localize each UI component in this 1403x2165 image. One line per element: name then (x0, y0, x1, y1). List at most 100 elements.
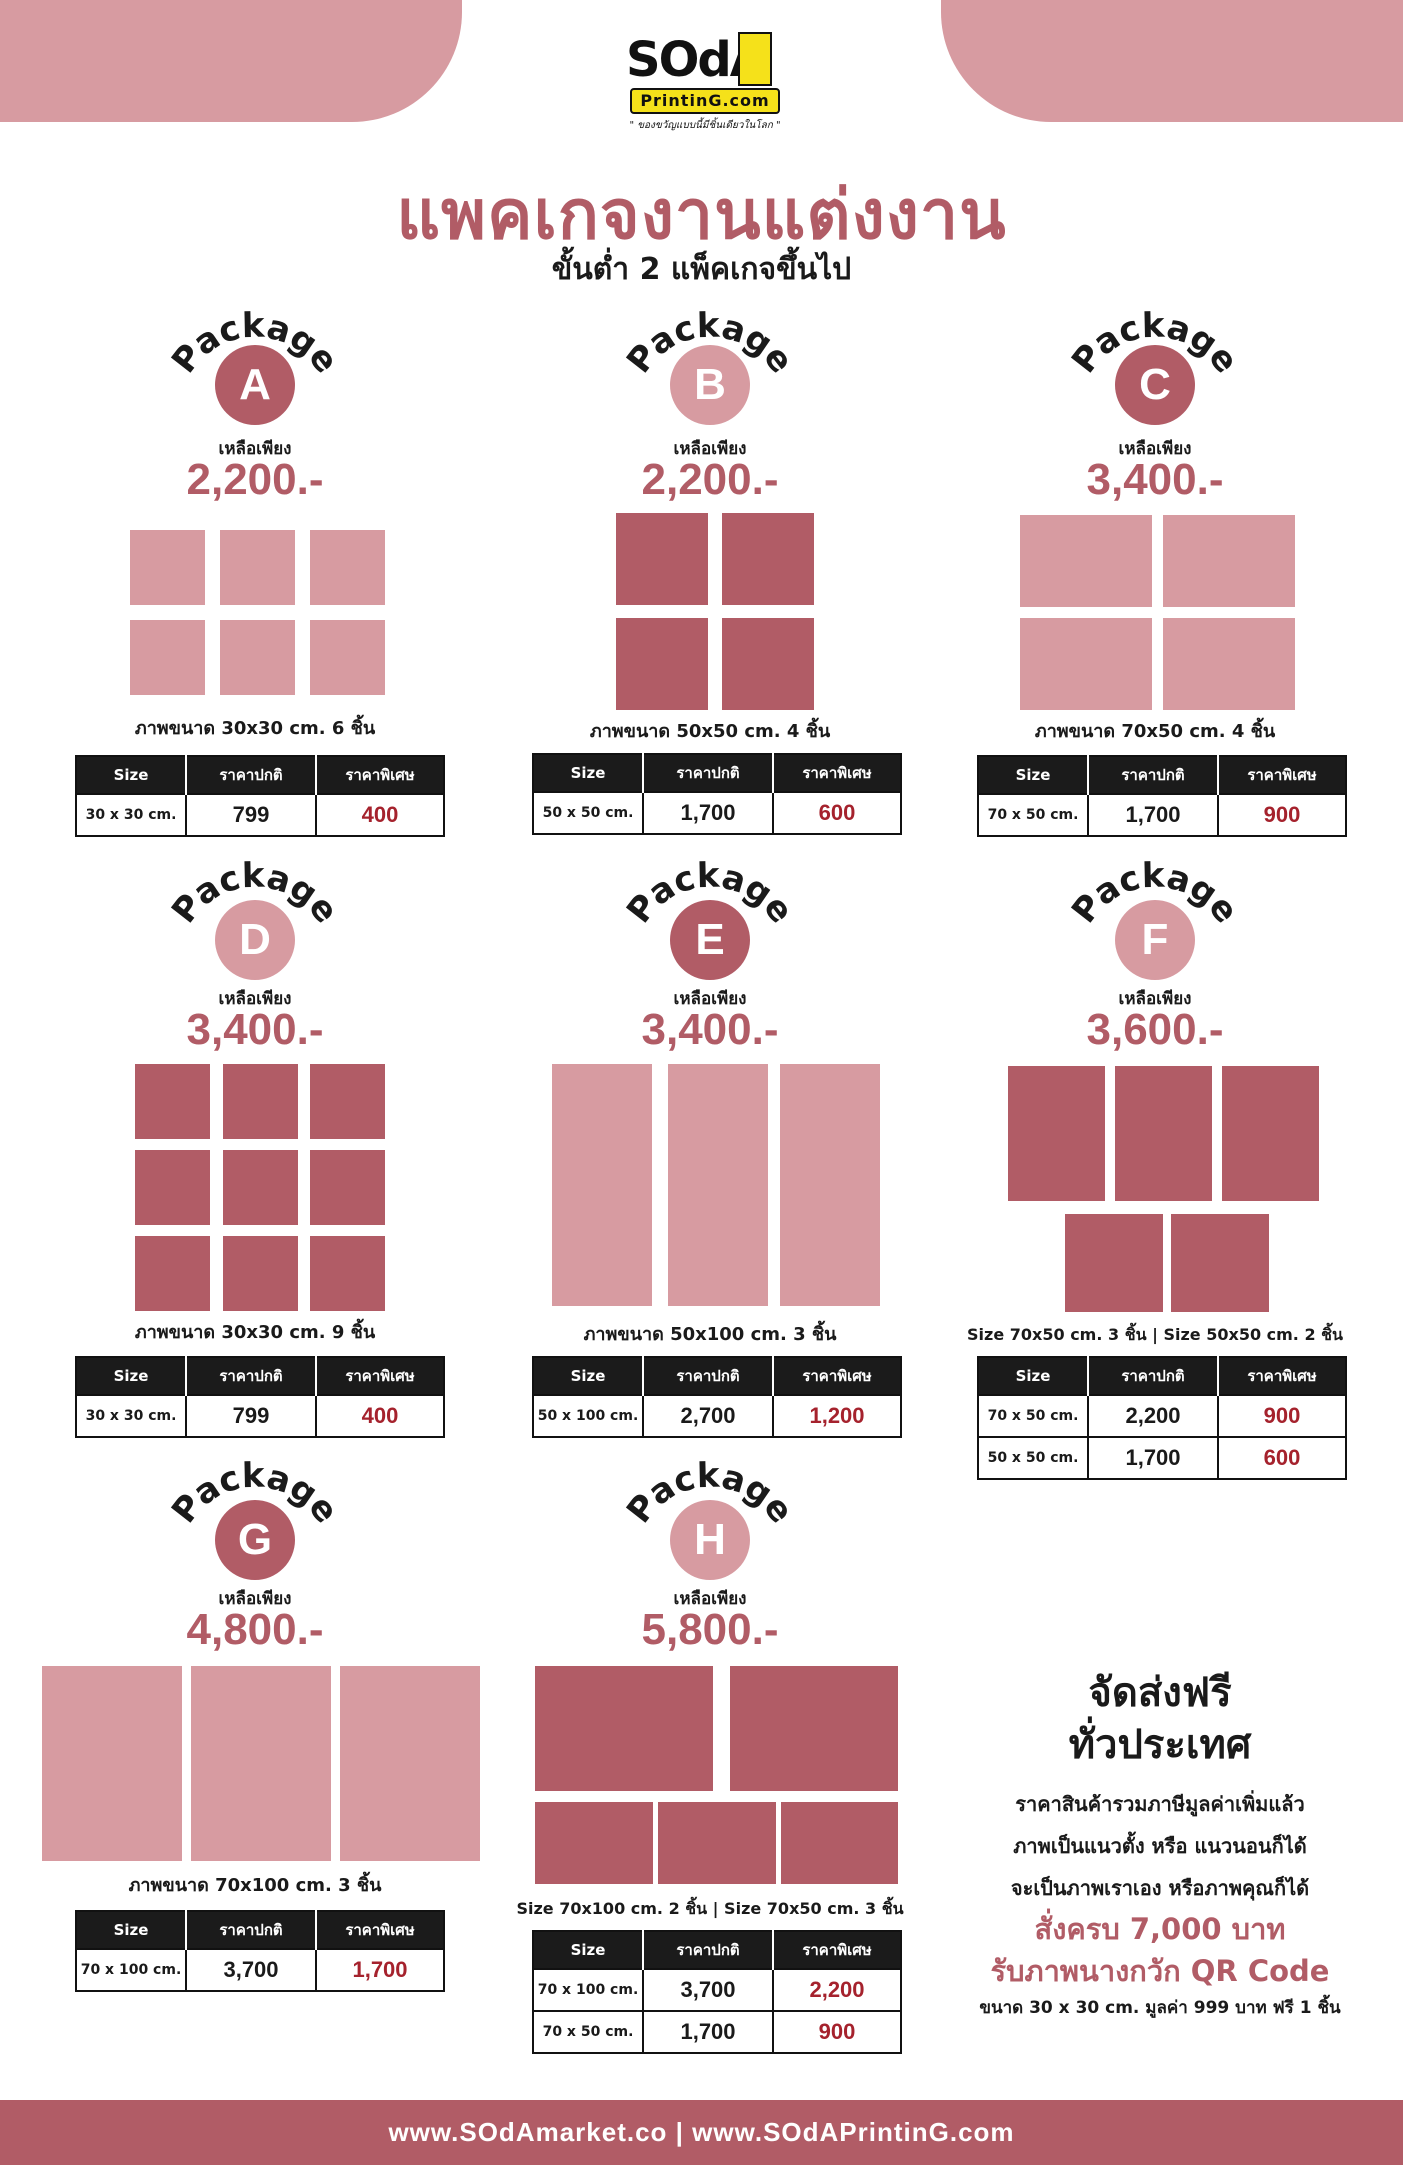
price-table: Size ราคาปกติ ราคาพิเศษ 70 x 100 cm. 3,700 2… (532, 1930, 902, 2054)
col-size: Size (533, 1357, 644, 1395)
cell-special: 600 (1218, 1436, 1346, 1479)
only-label: เหลือเพียง (218, 989, 292, 1009)
cell-size: 30 x 30 cm. (76, 1394, 187, 1437)
cell-special: 900 (1218, 1394, 1346, 1437)
only-label: เหลือเพียง (673, 989, 747, 1009)
table-row: 70 x 50 cm. 1,700 900 (978, 793, 1346, 836)
price-table: Size ราคาปกติ ราคาพิเศษ 30 x 30 cm. 799 400 (75, 1356, 445, 1438)
photo-tile (130, 620, 205, 695)
package-letter-badge: C (1115, 345, 1195, 425)
cell-regular: 2,200 (1088, 1394, 1219, 1437)
shipping-line-vat: ราคาสินค้ารวมภาษีมูลค่าเพิ่มแล้ว (1015, 1792, 1305, 1816)
cell-regular: 3,700 (643, 1968, 774, 2011)
col-regular: ราคาปกติ (1088, 1357, 1219, 1395)
promo-threshold: สั่งครบ 7,000 บาท (1034, 1912, 1286, 1946)
package-caption: Size 70x100 cm. 2 ชิ้น | Size 70x50 cm. … (516, 1899, 904, 1918)
col-special: ราคาพิเศษ (316, 1357, 444, 1395)
col-size: Size (978, 1357, 1089, 1395)
cell-size: 50 x 50 cm. (978, 1436, 1089, 1479)
price-table: Size ราคาปกติ ราคาพิเศษ 50 x 100 cm. 2,700 1… (532, 1356, 902, 1438)
package-h: Package H เหลือเพียง 5,800.- Size 70x100… (500, 1450, 920, 2070)
table-row: 70 x 50 cm. 2,200 900 (978, 1394, 1346, 1437)
cell-size: 50 x 50 cm. (533, 791, 644, 834)
only-label: เหลือเพียง (218, 439, 292, 459)
col-special: ราคาพิเศษ (316, 756, 444, 794)
package-caption: ภาพขนาด 30x30 cm. 9 ชิ้น (134, 1322, 376, 1343)
promo-gift: รับภาพนางกวัก QR Code (990, 1954, 1330, 1988)
package-b: Package B เหลือเพียง 2,200.- ภาพขนาด 50x… (500, 300, 920, 850)
table-row: 30 x 30 cm. 799 400 (76, 793, 444, 836)
cell-size: 70 x 50 cm. (978, 1394, 1089, 1437)
photo-tile (310, 530, 385, 605)
only-label: เหลือเพียง (673, 1589, 747, 1609)
col-special: ราคาพิเศษ (1218, 756, 1346, 794)
cell-special: 400 (316, 1394, 444, 1437)
promo-note: ขนาด 30 x 30 cm. มูลค่า 999 บาท ฟรี 1 ชิ… (979, 1998, 1341, 2018)
table-row: 70 x 50 cm. 1,700 900 (533, 2010, 901, 2053)
shipping-line-photo: จะเป็นภาพเราเอง หรือภาพคุณก็ได้ (1010, 1876, 1310, 1900)
logo-tagline: " ของขวัญแบบนี้มีชิ้นเดียวในโลก " (629, 120, 781, 131)
table-row: 70 x 100 cm. 3,700 1,700 (76, 1948, 444, 1991)
col-regular: ราคาปกติ (186, 1357, 317, 1395)
package-letter-badge: H (670, 1500, 750, 1580)
cell-special: 2,200 (773, 1968, 901, 2011)
corner-decoration-right (941, 0, 1403, 122)
photo-tile (310, 620, 385, 695)
cell-regular: 799 (186, 793, 317, 836)
photo-tile (1222, 1066, 1319, 1201)
cell-size: 70 x 100 cm. (533, 1968, 644, 2011)
photo-tile (668, 1064, 768, 1306)
cell-size: 30 x 30 cm. (76, 793, 187, 836)
shipping-line-orientation: ภาพเป็นแนวตั้ง หรือ แนวนอนก็ได้ (1013, 1834, 1307, 1858)
footer-links[interactable]: www.SOdAmarket.co | www.SOdAPrintinG.com (0, 2100, 1403, 2165)
shipping-info: จัดส่งฟรี ทั่วประเทศ ราคาสินค้ารวมภาษีมู… (940, 1660, 1380, 2020)
package-letter-badge: D (215, 900, 295, 980)
photo-tile (780, 1064, 880, 1306)
photo-tile (310, 1064, 385, 1139)
cell-special: 600 (773, 791, 901, 834)
cell-regular: 3,700 (186, 1948, 317, 1991)
photo-tile (135, 1064, 210, 1139)
photo-tile (1163, 618, 1295, 710)
col-size: Size (978, 756, 1089, 794)
cell-regular: 1,700 (643, 791, 774, 834)
cell-size: 70 x 50 cm. (533, 2010, 644, 2053)
photo-tile (722, 618, 814, 710)
brand-logo[interactable]: SOdA PrintinG.com " ของขวัญแบบนี้มีชิ้นเ… (620, 30, 790, 135)
photo-tile (1008, 1066, 1105, 1201)
shopping-bag-icon (738, 32, 772, 86)
col-size: Size (76, 756, 187, 794)
package-price: 3,400.- (641, 1005, 779, 1054)
cell-regular: 1,700 (1088, 1436, 1219, 1479)
photo-tile (552, 1064, 652, 1306)
photo-tile (191, 1666, 331, 1861)
col-regular: ราคาปกติ (643, 754, 774, 792)
col-special: ราคาพิเศษ (1218, 1357, 1346, 1395)
table-row: 50 x 50 cm. 1,700 600 (533, 791, 901, 834)
photo-tile (220, 620, 295, 695)
only-label: เหลือเพียง (218, 1589, 292, 1609)
col-regular: ราคาปกติ (186, 756, 317, 794)
price-table: Size ราคาปกติ ราคาพิเศษ 30 x 30 cm. 799 400 (75, 755, 445, 837)
package-letter-badge: A (215, 345, 295, 425)
package-price: 3,400.- (186, 1005, 324, 1054)
package-price: 3,400.- (1086, 455, 1224, 504)
photo-tile (42, 1666, 182, 1861)
page-title: แพคเกจงานแต่งงาน (396, 177, 1007, 253)
package-d: Package D เหลือเพียง 3,400.- ภาพขนาด 30x… (45, 850, 465, 1450)
package-e: Package E เหลือเพียง 3,400.- ภาพขนาด 50x… (500, 850, 920, 1450)
photo-tile (1163, 515, 1295, 607)
cell-special: 900 (773, 2010, 901, 2053)
package-caption: ภาพขนาด 30x30 cm. 6 ชิ้น (134, 718, 376, 739)
col-special: ราคาพิเศษ (773, 1931, 901, 1969)
package-g: Package G เหลือเพียง 4,800.- ภาพขนาด 70x… (42, 1450, 480, 2010)
photo-tile (1065, 1214, 1163, 1312)
corner-decoration-left (0, 0, 462, 122)
photo-tile (616, 618, 708, 710)
package-price: 2,200.- (641, 455, 779, 504)
package-letter-badge: G (215, 1500, 295, 1580)
photo-tile (340, 1666, 480, 1861)
photo-tile (130, 530, 205, 605)
only-label: เหลือเพียง (1118, 989, 1192, 1009)
cell-size: 50 x 100 cm. (533, 1394, 644, 1437)
